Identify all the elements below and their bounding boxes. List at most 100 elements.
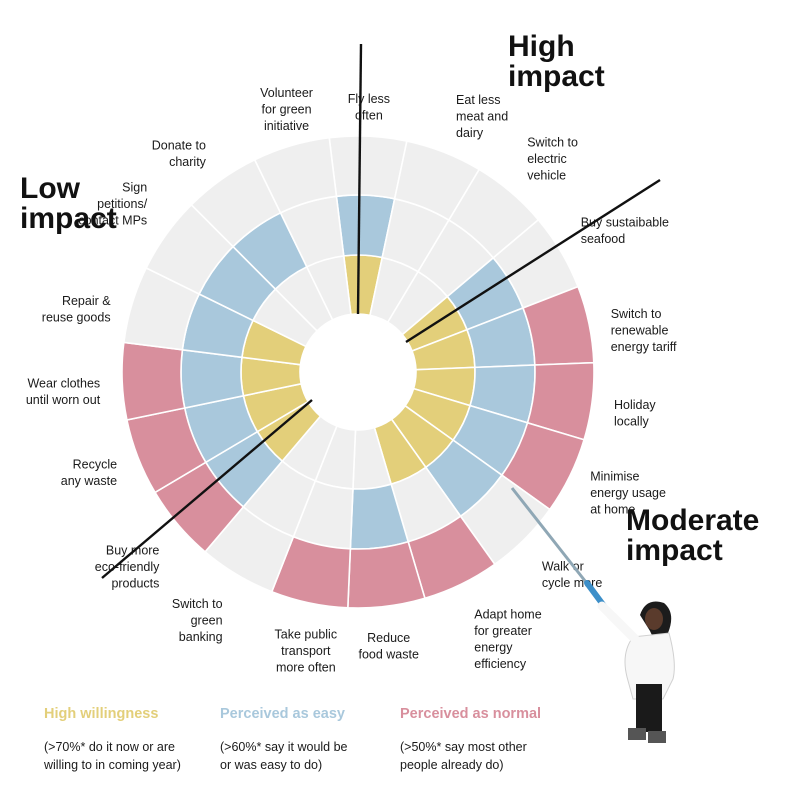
label-line: Eat less: [456, 93, 500, 107]
label-line: more often: [276, 661, 336, 675]
label-adapt-home: Adapt home for greater energy efficiency: [474, 608, 541, 672]
label-line: Walk or: [542, 560, 584, 574]
label-line: Switch to: [527, 136, 578, 150]
zone-title-moderate: Moderate impact: [626, 504, 759, 567]
label-line: for green: [262, 102, 312, 116]
legend-title: Perceived as normal: [400, 706, 542, 722]
legend-desc-line: (>70%* do it now or are: [44, 740, 175, 754]
label-line: food waste: [358, 648, 419, 662]
label-line: Repair &: [62, 294, 111, 308]
segment-wear-clothes-normal: [121, 341, 186, 421]
label-line: products: [111, 577, 159, 591]
label-minimise-energy: Minimise energy usage at home: [590, 469, 666, 516]
label-line: often: [355, 109, 383, 123]
label-line: green: [191, 614, 223, 628]
label-line: Adapt home: [474, 608, 541, 622]
label-line: Minimise: [590, 469, 639, 483]
label-line: energy tariff: [611, 340, 677, 354]
label-repair-reuse: Repair & reuse goods: [42, 294, 111, 325]
label-line: Volunteer: [260, 86, 313, 100]
label-line: eco-friendly: [95, 560, 160, 574]
zone-title-line: Low: [20, 172, 81, 205]
label-line: Buy sustaibable: [581, 215, 669, 229]
label-reduce-food-waste: Reduce food waste: [358, 631, 419, 662]
label-fly-less: Fly less often: [348, 92, 390, 123]
label-line: for greater: [474, 624, 532, 638]
legend-perceived-normal: Perceived as normal (>50%* say most othe…: [400, 706, 590, 774]
label-sustainable-seafood: Buy sustaibable seafood: [581, 215, 669, 246]
zone-divider-1: [356, 43, 363, 315]
label-line: contact MPs: [78, 214, 147, 228]
label-donate-charity: Donate to charity: [152, 139, 207, 170]
label-line: energy usage: [590, 486, 666, 500]
label-volunteer: Volunteer for green initiative: [260, 86, 313, 133]
label-line: Switch to: [611, 307, 662, 321]
zone-title-high: High impact: [508, 30, 605, 93]
presenter-coat: [624, 632, 675, 700]
label-line: Fly less: [348, 92, 390, 106]
label-line: any waste: [61, 474, 117, 488]
label-line: vehicle: [527, 169, 566, 183]
label-line: until worn out: [26, 393, 101, 407]
label-line: renewable: [611, 323, 669, 337]
presenter-shoe-left: [628, 728, 646, 740]
label-renewable-tariff: Switch to renewable energy tariff: [611, 307, 677, 354]
zone-divider-lines: [101, 43, 661, 579]
label-line: initiative: [264, 119, 309, 133]
legend-desc-line: willing to in coming year): [44, 758, 181, 772]
label-line: petitions/: [97, 197, 148, 211]
label-line: banking: [179, 630, 223, 644]
segment-volunteer-normal: [253, 136, 338, 214]
zone-title-line: High: [508, 30, 575, 63]
legend-desc-line: or was easy to do): [220, 758, 323, 772]
activity-labels: Fly less often Eat less meat and dairy Switch…: [26, 86, 677, 675]
zone-title-line: Moderate: [626, 504, 759, 537]
zone-title-low: Low impact: [20, 172, 117, 235]
label-public-transport: Take public transport more often: [275, 628, 338, 675]
ring-segments: [121, 135, 595, 609]
label-line: Switch to: [172, 597, 223, 611]
presenter-shoe-right: [648, 731, 666, 743]
label-recycle: Recycle any waste: [61, 458, 117, 489]
label-line: efficiency: [474, 657, 527, 671]
label-wear-clothes: Wear clothes until worn out: [26, 376, 101, 407]
legend-desc-line: (>60%* say it would be: [220, 740, 348, 754]
label-line: locally: [614, 415, 649, 429]
label-line: charity: [169, 155, 207, 169]
label-line: dairy: [456, 126, 484, 140]
label-line: meat and: [456, 109, 508, 123]
label-line: electric: [527, 152, 567, 166]
presenter-arm: [597, 601, 641, 645]
zone-divider-2: [405, 178, 661, 344]
presenter-head: [645, 608, 663, 630]
label-line: Recycle: [73, 458, 118, 472]
label-holiday-locally: Holiday locally: [614, 398, 656, 429]
label-line: Donate to: [152, 139, 206, 153]
presenter-illustration: [510, 487, 675, 743]
zone-title-line: impact: [508, 60, 605, 93]
label-line: at home: [590, 502, 635, 516]
label-line: Take public: [275, 628, 338, 642]
zone-title-line: impact: [626, 534, 723, 567]
label-sign-petitions: Sign petitions/contact MPs: [78, 181, 147, 228]
label-green-banking: Switch to green banking: [172, 597, 223, 644]
label-line: reuse goods: [42, 311, 111, 325]
label-line: Holiday: [614, 398, 656, 412]
label-line: transport: [281, 644, 331, 658]
label-line: Reduce: [367, 631, 410, 645]
label-eat-less-meat: Eat less meat and dairy: [456, 93, 508, 140]
label-electric-vehicle: Switch to electric vehicle: [527, 136, 578, 183]
zone-title-line: impact: [20, 202, 117, 235]
segment-fly-less-normal: [328, 135, 408, 200]
label-line: Wear clothes: [27, 376, 100, 390]
presenter-legs: [636, 684, 662, 732]
label-line: energy: [474, 641, 513, 655]
legend-desc-line: (>50%* say most other: [400, 740, 527, 754]
legend-perceived-easy: Perceived as easy (>60%* say it would be…: [220, 706, 410, 774]
zone-divider-3: [101, 399, 313, 579]
legend-high-willingness: High willingness (>70%* do it now or are…: [44, 706, 234, 774]
legend-desc-line: people already do): [400, 758, 504, 772]
